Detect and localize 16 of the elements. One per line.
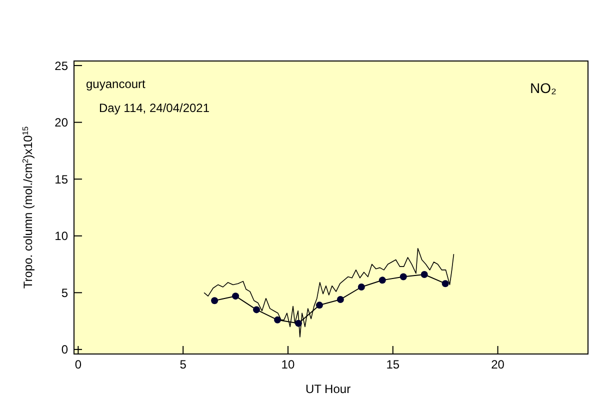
x-tick-label: 5 (180, 358, 187, 372)
x-axis-title: UT Hour (305, 382, 351, 396)
annotation: guyancourt (86, 77, 146, 91)
annotation: Day 114, 24/04/2021 (99, 101, 210, 115)
x-tick-label: 10 (281, 358, 295, 372)
x-tick-label: 20 (491, 358, 505, 372)
y-tick-label: 5 (61, 286, 68, 300)
y-tick-label: 15 (54, 172, 68, 186)
y-tick-label: 0 (61, 342, 68, 357)
y-tick-label: 20 (54, 116, 68, 130)
y-tick-label: 10 (54, 229, 68, 244)
line-series (204, 248, 454, 338)
x-tick-label: 15 (386, 358, 400, 372)
x-tick-label: 0 (74, 358, 82, 372)
y-tick-label: 25 (54, 58, 68, 73)
annotation: NO₂ (530, 80, 556, 96)
